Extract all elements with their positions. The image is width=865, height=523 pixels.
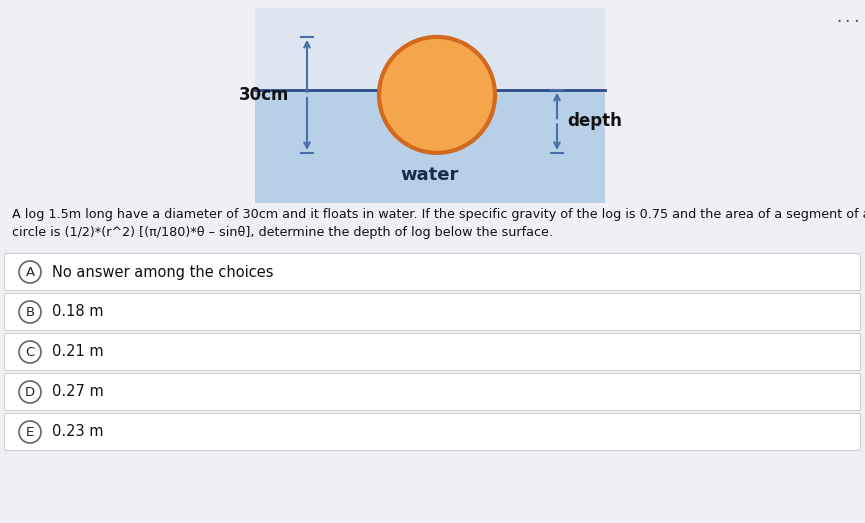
Text: 0.23 m: 0.23 m — [52, 425, 104, 439]
FancyBboxPatch shape — [4, 373, 861, 411]
Text: E: E — [26, 426, 34, 438]
Circle shape — [19, 261, 41, 283]
Text: C: C — [25, 346, 35, 358]
Text: water: water — [400, 166, 459, 184]
Text: A: A — [25, 266, 35, 279]
FancyBboxPatch shape — [4, 334, 861, 370]
Circle shape — [19, 381, 41, 403]
Circle shape — [19, 421, 41, 443]
FancyBboxPatch shape — [4, 414, 861, 450]
Text: 0.27 m: 0.27 m — [52, 384, 104, 400]
Text: ...: ... — [835, 10, 862, 26]
Text: 0.18 m: 0.18 m — [52, 304, 104, 320]
Circle shape — [19, 301, 41, 323]
Text: depth: depth — [567, 112, 622, 130]
FancyBboxPatch shape — [4, 254, 861, 290]
Text: A log 1.5m long have a diameter of 30cm and it floats in water. If the specific : A log 1.5m long have a diameter of 30cm … — [12, 208, 865, 221]
Text: 30cm: 30cm — [239, 86, 289, 104]
Text: No answer among the choices: No answer among the choices — [52, 265, 273, 279]
Text: 0.21 m: 0.21 m — [52, 345, 104, 359]
Circle shape — [379, 37, 495, 153]
Circle shape — [19, 341, 41, 363]
Bar — [255, 90, 605, 203]
FancyBboxPatch shape — [4, 293, 861, 331]
Bar — [255, 8, 605, 203]
Text: circle is (1/2)*(r^2) [(π/180)*θ – sinθ], determine the depth of log below the s: circle is (1/2)*(r^2) [(π/180)*θ – sinθ]… — [12, 226, 553, 239]
Text: B: B — [25, 305, 35, 319]
Text: D: D — [25, 385, 35, 399]
